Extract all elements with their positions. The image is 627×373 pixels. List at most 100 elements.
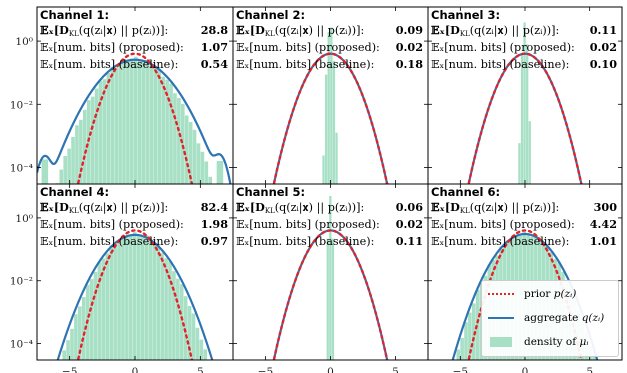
panel-5-kl-value: 0.06 [395,200,423,214]
histogram-bar [216,161,224,184]
prior-curve [76,229,194,360]
histogram-bar [82,109,87,184]
y-tick-label: 10⁻⁴ [10,339,33,351]
histogram-bar [322,155,325,184]
histogram-bar [137,60,142,184]
panel-2-kl-row: 𝔼ₓ[DKL(q(zᵢ|𝐱) || p(zᵢ))]: 0.09 [236,22,427,39]
proposed-label: 𝔼ₓ[num. bits] (proposed): [236,41,380,54]
histogram-bar [460,337,464,360]
legend-prior-math: p(zᵢ) [553,288,577,300]
x-tick-label: −5 [62,366,77,373]
panel-6-title: Channel 6: [431,185,501,199]
histogram-bar [98,80,103,184]
histogram-bar [118,62,122,184]
baseline-label: 𝔼ₓ[num. bits] (baseline): [236,58,375,71]
legend-density-math: μᵢ [579,336,589,348]
proposed-label: 𝔼ₓ[num. bits] (proposed): [431,41,575,54]
panel-3-plot [467,22,583,184]
histogram-bar [183,296,188,360]
panel-6-info: Channel 6: 𝔼ₓ[DKL(q(zᵢ|𝐱) || p(zᵢ))]: 300… [431,186,621,250]
legend-prior-text: prior [524,288,551,300]
histogram-bar [592,356,596,360]
histogram-bar [133,56,138,184]
y-tick-label: 10⁻² [10,276,33,288]
panel-4-kl-row: 𝔼ₓ[DKL(q(zᵢ|𝐱) || p(zᵢ))]: 82.4 [40,199,232,216]
panel-3-baseline-row: 𝔼ₓ[num. bits] (baseline): 0.10 [431,56,621,73]
histogram-bar [176,278,180,360]
histogram-bar [79,119,83,184]
prior-curve [467,229,583,360]
histogram-bar [144,235,149,360]
x-tick-label: 5 [392,366,399,373]
y-tick-label: 10⁻² [10,99,33,111]
histogram-bar [125,236,129,360]
panel-1-kl-row: 𝔼ₓ[DKL(q(zᵢ|𝐱) || p(zᵢ))]: 28.8 [40,22,232,39]
histogram-bar [169,83,173,184]
histogram-bar [102,79,107,184]
prior-curve [272,52,389,184]
panel-4-baseline-row: 𝔼ₓ[num. bits] (baseline): 0.97 [40,233,232,250]
histogram-bar [81,297,86,360]
panel-4-info: Channel 4: 𝔼ₓ[DKL(q(zᵢ|𝐱) || p(zᵢ))]: 82.… [40,186,232,250]
panel-5-info: Channel 5: 𝔼ₓ[DKL(q(zᵢ|𝐱) || p(zᵢ))]: 0.0… [236,186,427,250]
histogram-bar [528,121,531,184]
histogram-bar [109,245,114,360]
histogram-bar [141,59,146,184]
kl-label: 𝔼ₓ[DKL(q(zᵢ|𝐱) || p(zᵢ))]: [431,200,560,215]
panel-4-proposed-value: 1.98 [200,217,228,231]
histogram-bar [122,59,126,184]
histogram-bar [152,244,157,360]
histogram-bar [204,161,209,184]
panel-6-baseline-row: 𝔼ₓ[num. bits] (baseline): 1.01 [431,233,621,250]
histogram-bar [94,88,99,184]
histogram-bar [518,143,521,184]
histogram-bar [90,96,95,184]
histogram-bar [89,279,94,360]
panel-3-kl-value: 0.11 [589,23,617,37]
histogram-bar [106,72,111,184]
histogram-bar [75,125,79,184]
histogram-bar [179,284,184,360]
panel-5-title: Channel 5: [236,185,306,199]
baseline-label: 𝔼ₓ[num. bits] (baseline): [431,58,570,71]
histogram-bar [184,115,189,184]
panel-5-proposed-row: 𝔼ₓ[num. bits] (proposed): 0.02 [236,216,427,233]
histogram-bar [105,253,110,360]
proposed-label: 𝔼ₓ[num. bits] (proposed): [236,218,380,231]
histogram-bar [148,240,153,360]
histogram-bar [520,55,524,184]
kl-label: 𝔼ₓ[DKL(q(zᵢ|𝐱) || p(zᵢ))]: [40,23,169,38]
panel-3-info: Channel 3: 𝔼ₓ[DKL(q(zᵢ|𝐱) || p(zᵢ))]: 0.1… [431,9,621,73]
panel-3-baseline-value: 0.10 [589,57,617,71]
panel-4-proposed-row: 𝔼ₓ[num. bits] (proposed): 1.98 [40,216,232,233]
histogram-bar [173,93,177,184]
histogram-bar [97,261,102,360]
baseline-label: 𝔼ₓ[num. bits] (baseline): [431,235,570,248]
histogram-bar [62,350,66,360]
panel-5-baseline-value: 0.11 [395,234,423,248]
histogram-bar [101,258,106,360]
histogram-bar [66,340,70,360]
histogram-bar [63,155,68,184]
panel-2-baseline-value: 0.18 [395,57,423,71]
histogram-bar [164,258,168,360]
x-tick-label: −5 [258,366,273,373]
legend-item-aggregate: aggregate q(zᵢ) [488,309,604,327]
panel-2-proposed-value: 0.02 [395,40,423,54]
histogram-bar [117,241,121,360]
histogram-bar [41,159,49,184]
panel-5-plot [272,195,389,360]
panel-5-proposed-value: 0.02 [395,217,423,231]
panel-6-proposed-value: 4.42 [589,217,617,231]
aggregate-line-swatch [488,313,514,323]
x-tick-label: 0 [132,366,139,373]
legend-aggregate-math: q(zᵢ) [581,312,605,324]
aggregate-curve [37,58,232,184]
legend-item-prior: prior p(zᵢ) [488,285,576,303]
histogram-bar [114,67,118,184]
histogram-bar [196,143,201,184]
aggregate-curve [56,233,214,360]
histogram-bar [161,76,166,184]
histogram-bar [180,103,185,184]
